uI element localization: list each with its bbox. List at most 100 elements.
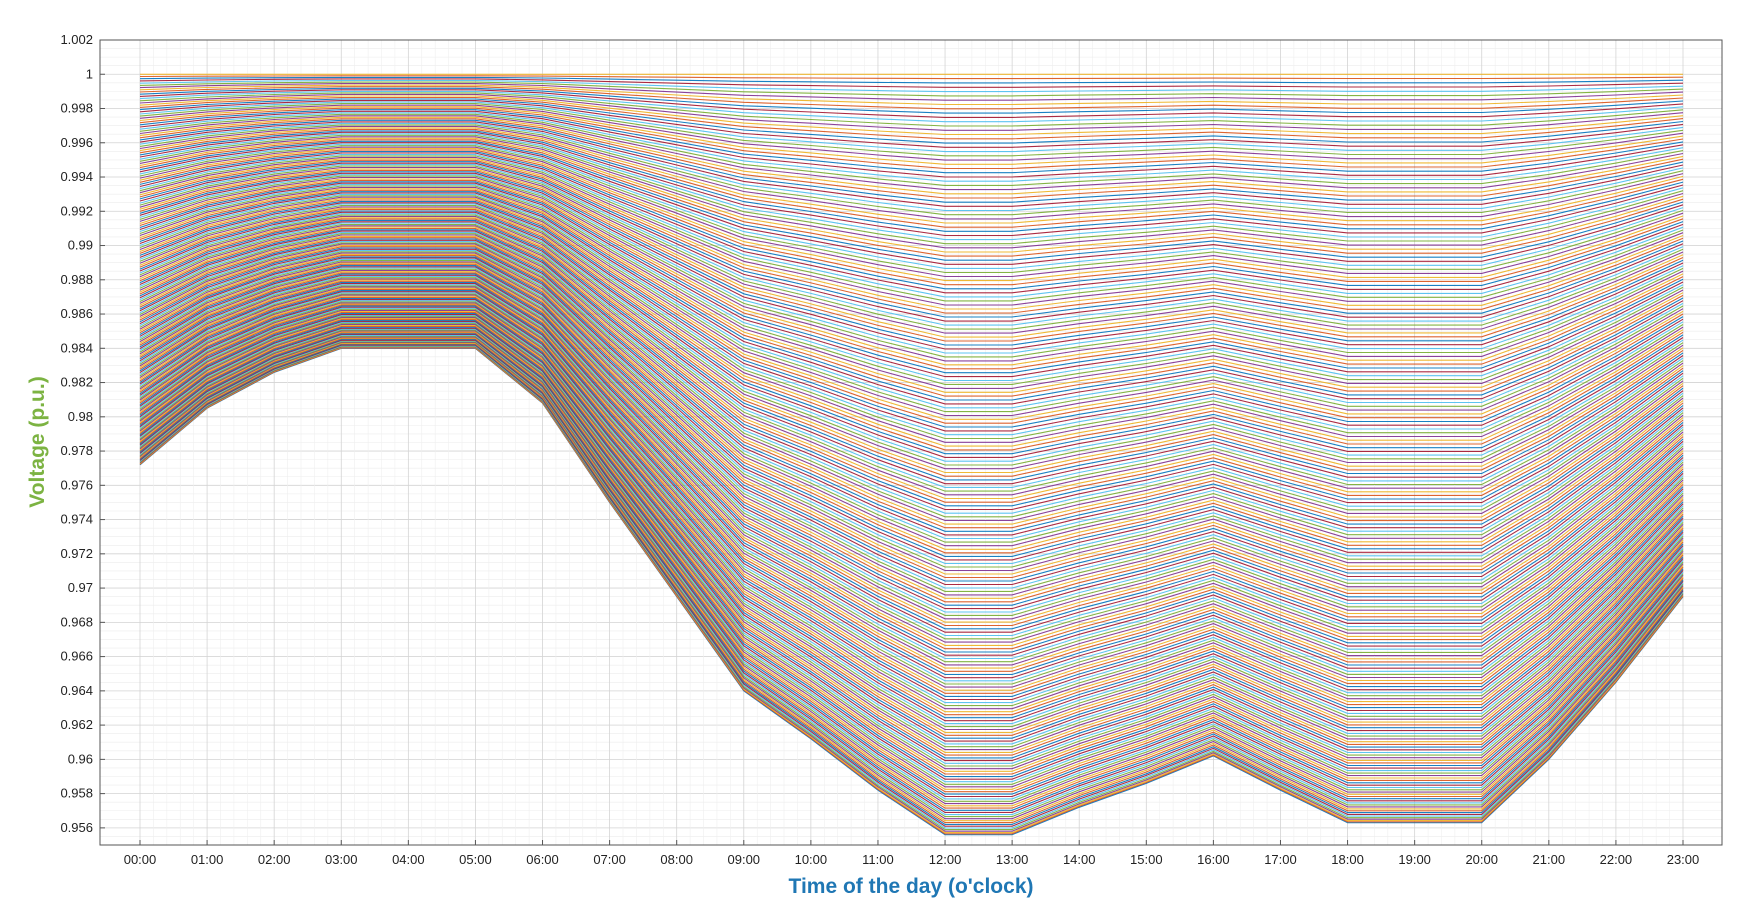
series-line: [139, 168, 1684, 338]
series-line: [139, 318, 1684, 753]
series-line: [139, 191, 1684, 401]
y-tick-label: 0.96: [68, 751, 93, 766]
series-line: [139, 307, 1684, 725]
series-line: [139, 149, 1684, 286]
y-tick-label: 0.982: [60, 375, 93, 390]
x-tick-label: 23:00: [1667, 852, 1700, 867]
y-tick-label: 0.994: [60, 169, 93, 184]
series-line: [139, 344, 1684, 825]
series-line: [139, 246, 1684, 554]
series-line: [139, 320, 1684, 759]
y-tick-label: 0.966: [60, 649, 93, 664]
series-line: [139, 238, 1684, 532]
series-line: [139, 262, 1684, 599]
series-line: [139, 215, 1684, 470]
series-line: [139, 322, 1684, 764]
series-line: [139, 304, 1684, 716]
series-line: [139, 127, 1684, 224]
plot-frame: [99, 39, 1723, 846]
y-tick-label: 0.962: [60, 717, 93, 732]
series-line: [139, 103, 1684, 157]
series-line: [139, 233, 1684, 518]
series-line: [139, 196, 1684, 417]
series-line: [139, 242, 1684, 543]
series-line: [139, 81, 1684, 97]
x-tick-labels: 00:00 01:00 02:00 03:00 04:00 05:00 06:00 07:00…: [124, 840, 1700, 867]
series-line: [139, 90, 1684, 123]
series-line: [139, 271, 1684, 623]
series-line: [139, 311, 1684, 736]
series-line: [139, 266, 1684, 610]
series-line: [139, 241, 1684, 540]
series-line: [139, 202, 1684, 432]
series-line: [139, 192, 1684, 405]
y-tick-label: 0.958: [60, 786, 93, 801]
x-tick-label: 20:00: [1465, 852, 1498, 867]
series-line: [139, 327, 1684, 780]
series-line: [139, 118, 1684, 199]
series-lines: [139, 73, 1684, 836]
series-line: [139, 323, 1684, 770]
series-line: [139, 195, 1684, 413]
series-line: [139, 265, 1684, 606]
y-axis-title: Voltage (p.u.): [26, 376, 49, 507]
series-line: [139, 338, 1684, 809]
series-line: [139, 113, 1684, 186]
series-line: [139, 104, 1684, 161]
series-line: [139, 288, 1684, 672]
series-line: [139, 75, 1684, 80]
series-line: [139, 328, 1684, 783]
series-line: [139, 179, 1684, 370]
series-line: [139, 237, 1684, 529]
series-line: [139, 100, 1684, 148]
series-line: [139, 260, 1684, 592]
series-line: [139, 297, 1684, 697]
series-line: [139, 204, 1684, 440]
series-line: [139, 321, 1684, 762]
y-tick-label: 0.992: [60, 203, 93, 218]
series-line: [139, 76, 1684, 84]
series-line: [139, 291, 1684, 679]
series-line: [139, 344, 1684, 827]
series-line: [139, 315, 1684, 745]
x-tick-label: 11:00: [862, 852, 894, 867]
series-line: [139, 316, 1684, 748]
series-line: [139, 299, 1684, 701]
series-line: [139, 345, 1684, 829]
series-line: [139, 219, 1684, 481]
series-line: [139, 319, 1684, 756]
series-line: [139, 140, 1684, 261]
series-line: [139, 153, 1684, 298]
series-line: [139, 130, 1684, 232]
series-line: [139, 155, 1684, 302]
series-line: [139, 189, 1684, 397]
series-line: [139, 198, 1684, 420]
series-line: [139, 225, 1684, 496]
series-line: [139, 186, 1684, 389]
x-tick-label: 13:00: [996, 852, 1029, 867]
series-line: [139, 84, 1684, 106]
series-line: [139, 172, 1684, 350]
series-line: [139, 79, 1684, 93]
series-line: [139, 207, 1684, 447]
y-tick-label: 0.986: [60, 306, 93, 321]
series-line: [139, 158, 1684, 310]
series-line: [139, 272, 1684, 627]
series-line: [139, 206, 1684, 443]
series-line: [139, 199, 1684, 424]
series-line: [139, 285, 1684, 663]
series-line: [139, 336, 1684, 805]
series-line: [139, 210, 1684, 455]
series-line: [139, 302, 1684, 710]
series-line: [139, 286, 1684, 666]
y-tick-label: 1: [86, 66, 93, 81]
series-line: [139, 303, 1684, 713]
series-line: [139, 335, 1684, 802]
series-line: [139, 162, 1684, 322]
series-line: [139, 295, 1684, 691]
x-tick-label: 14:00: [1063, 852, 1096, 867]
y-tick-labels: 0.956 0.958 0.96 0.962 0.964 0.966 0.968 0.97 0.…: [60, 32, 105, 835]
y-tick-label: 0.956: [60, 820, 93, 835]
series-line: [139, 182, 1684, 378]
x-tick-label: 00:00: [124, 852, 157, 867]
